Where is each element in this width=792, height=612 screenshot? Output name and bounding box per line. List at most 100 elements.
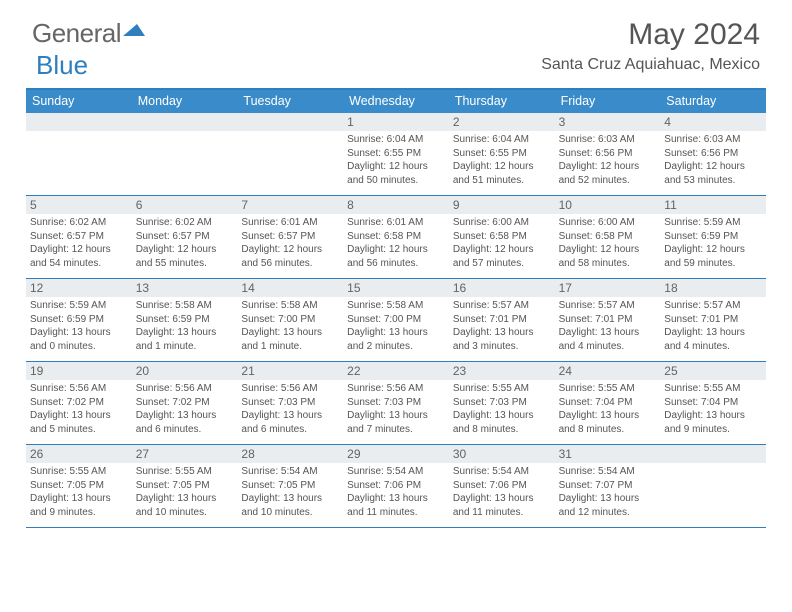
day-details: Sunrise: 5:58 AMSunset: 6:59 PMDaylight:… (136, 299, 234, 353)
day-number-empty (660, 445, 766, 463)
day-cell: 21Sunrise: 5:56 AMSunset: 7:03 PMDayligh… (237, 362, 343, 444)
day-number: 24 (555, 362, 661, 380)
day-details: Sunrise: 5:57 AMSunset: 7:01 PMDaylight:… (664, 299, 762, 353)
day-cell: 31Sunrise: 5:54 AMSunset: 7:07 PMDayligh… (555, 445, 661, 527)
month-title: May 2024 (541, 18, 760, 52)
day-number: 3 (555, 113, 661, 131)
day-number: 27 (132, 445, 238, 463)
day-details: Sunrise: 6:00 AMSunset: 6:58 PMDaylight:… (453, 216, 551, 270)
location: Santa Cruz Aquiahuac, Mexico (541, 56, 760, 74)
day-cell: 19Sunrise: 5:56 AMSunset: 7:02 PMDayligh… (26, 362, 132, 444)
day-cell: 3 Sunrise: 6:03 AMSunset: 6:56 PMDaylight… (555, 113, 661, 195)
day-number: 21 (237, 362, 343, 380)
day-details: Sunrise: 5:59 AMSunset: 6:59 PMDaylight:… (30, 299, 128, 353)
day-details: Sunrise: 6:03 AMSunset: 6:56 PMDaylight:… (559, 133, 657, 187)
day-cell: 22 Sunrise: 5:56 AMSunset: 7:03 PMDayligh… (343, 362, 449, 444)
day-details: Sunrise: 6:00 AMSunset: 6:58 PMDaylight:… (559, 216, 657, 270)
day-cell: 6Sunrise: 6:02 AMSunset: 6:57 PMDaylight… (132, 196, 238, 278)
day-number: 10 (555, 196, 661, 214)
day-cell: 8Sunrise: 6:01 AMSunset: 6:58 PMDaylight… (343, 196, 449, 278)
week-row: 5Sunrise: 6:02 AMSunset: 6:57 PMDaylight… (26, 196, 766, 279)
day-details: Sunrise: 5:55 AMSunset: 7:05 PMDaylight:… (30, 465, 128, 519)
day-cell: 9 Sunrise: 6:00 AMSunset: 6:58 PMDaylight… (449, 196, 555, 278)
day-number: 15 (343, 279, 449, 297)
day-number: 2 (449, 113, 555, 131)
day-cell: 17Sunrise: 5:57 AMSunset: 7:01 PMDayligh… (555, 279, 661, 361)
day-number-empty (26, 113, 132, 131)
day-cell: 14 Sunrise: 5:58 AMSunset: 7:00 PMDayligh… (237, 279, 343, 361)
day-details: Sunrise: 6:02 AMSunset: 6:57 PMDaylight:… (136, 216, 234, 270)
day-details: Sunrise: 5:54 AMSunset: 7:05 PMDaylight:… (241, 465, 339, 519)
logo: General (32, 18, 145, 49)
day-cell: 28 Sunrise: 5:54 AMSunset: 7:05 PMDayligh… (237, 445, 343, 527)
day-number: 31 (555, 445, 661, 463)
day-number: 23 (449, 362, 555, 380)
day-number: 1 (343, 113, 449, 131)
day-cell: 13 Sunrise: 5:58 AMSunset: 6:59 PMDayligh… (132, 279, 238, 361)
day-details: Sunrise: 5:58 AMSunset: 7:00 PMDaylight:… (241, 299, 339, 353)
day-details: Sunrise: 6:01 AMSunset: 6:57 PMDaylight:… (241, 216, 339, 270)
dow-cell: Tuesday (237, 90, 343, 113)
day-cell: 18 Sunrise: 5:57 AMSunset: 7:01 PMDayligh… (660, 279, 766, 361)
day-details: Sunrise: 5:55 AMSunset: 7:04 PMDaylight:… (664, 382, 762, 436)
dow-cell: Sunday (26, 90, 132, 113)
day-cell: 5Sunrise: 6:02 AMSunset: 6:57 PMDaylight… (26, 196, 132, 278)
day-number: 12 (26, 279, 132, 297)
day-cell: 25 Sunrise: 5:55 AMSunset: 7:04 PMDayligh… (660, 362, 766, 444)
day-cell: 1 Sunrise: 6:04 AMSunset: 6:55 PMDaylight… (343, 113, 449, 195)
day-number: 19 (26, 362, 132, 380)
day-cell (132, 113, 238, 195)
day-number: 14 (237, 279, 343, 297)
day-cell: 29Sunrise: 5:54 AMSunset: 7:06 PMDayligh… (343, 445, 449, 527)
day-details: Sunrise: 6:01 AMSunset: 6:58 PMDaylight:… (347, 216, 445, 270)
day-details: Sunrise: 6:04 AMSunset: 6:55 PMDaylight:… (453, 133, 551, 187)
day-details: Sunrise: 5:59 AMSunset: 6:59 PMDaylight:… (664, 216, 762, 270)
day-details: Sunrise: 6:02 AMSunset: 6:57 PMDaylight:… (30, 216, 128, 270)
day-cell: 2 Sunrise: 6:04 AMSunset: 6:55 PMDaylight… (449, 113, 555, 195)
day-number: 18 (660, 279, 766, 297)
week-row: 12 Sunrise: 5:59 AMSunset: 6:59 PMDayligh… (26, 279, 766, 362)
day-number: 20 (132, 362, 238, 380)
logo-general: General (32, 18, 121, 49)
day-number: 11 (660, 196, 766, 214)
day-number: 30 (449, 445, 555, 463)
day-number: 4 (660, 113, 766, 131)
day-cell: 26 Sunrise: 5:55 AMSunset: 7:05 PMDayligh… (26, 445, 132, 527)
dow-cell: Wednesday (343, 90, 449, 113)
day-cell: 15Sunrise: 5:58 AMSunset: 7:00 PMDayligh… (343, 279, 449, 361)
day-details: Sunrise: 5:57 AMSunset: 7:01 PMDaylight:… (453, 299, 551, 353)
dow-cell: Saturday (660, 90, 766, 113)
day-cell (26, 113, 132, 195)
day-cell: 20 Sunrise: 5:56 AMSunset: 7:02 PMDayligh… (132, 362, 238, 444)
day-number: 17 (555, 279, 661, 297)
day-cell (237, 113, 343, 195)
day-number: 22 (343, 362, 449, 380)
day-cell: 11 Sunrise: 5:59 AMSunset: 6:59 PMDayligh… (660, 196, 766, 278)
day-cell: 24Sunrise: 5:55 AMSunset: 7:04 PMDayligh… (555, 362, 661, 444)
day-details: Sunrise: 6:04 AMSunset: 6:55 PMDaylight:… (347, 133, 445, 187)
weeks-container: 1Sunrise: 6:04 AMSunset: 6:55 PMDaylight… (26, 113, 766, 528)
day-cell (660, 445, 766, 527)
dow-cell: Monday (132, 90, 238, 113)
day-details: Sunrise: 5:56 AMSunset: 7:02 PMDaylight:… (136, 382, 234, 436)
day-number: 13 (132, 279, 238, 297)
day-number: 25 (660, 362, 766, 380)
week-row: 1Sunrise: 6:04 AMSunset: 6:55 PMDaylight… (26, 113, 766, 196)
day-number-empty (132, 113, 238, 131)
day-cell: 23Sunrise: 5:55 AMSunset: 7:03 PMDayligh… (449, 362, 555, 444)
day-cell: 30 Sunrise: 5:54 AMSunset: 7:06 PMDayligh… (449, 445, 555, 527)
dow-cell: Friday (555, 90, 661, 113)
day-number: 28 (237, 445, 343, 463)
day-number: 26 (26, 445, 132, 463)
day-cell: 7Sunrise: 6:01 AMSunset: 6:57 PMDaylight… (237, 196, 343, 278)
day-cell: 16Sunrise: 5:57 AMSunset: 7:01 PMDayligh… (449, 279, 555, 361)
day-cell: 27Sunrise: 5:55 AMSunset: 7:05 PMDayligh… (132, 445, 238, 527)
week-row: 19Sunrise: 5:56 AMSunset: 7:02 PMDayligh… (26, 362, 766, 445)
day-cell: 12 Sunrise: 5:59 AMSunset: 6:59 PMDayligh… (26, 279, 132, 361)
day-number: 9 (449, 196, 555, 214)
day-cell: 4Sunrise: 6:03 AMSunset: 6:56 PMDaylight… (660, 113, 766, 195)
day-details: Sunrise: 5:56 AMSunset: 7:03 PMDaylight:… (347, 382, 445, 436)
day-number: 29 (343, 445, 449, 463)
day-cell: 10 Sunrise: 6:00 AMSunset: 6:58 PMDayligh… (555, 196, 661, 278)
day-details: Sunrise: 5:54 AMSunset: 7:06 PMDaylight:… (453, 465, 551, 519)
